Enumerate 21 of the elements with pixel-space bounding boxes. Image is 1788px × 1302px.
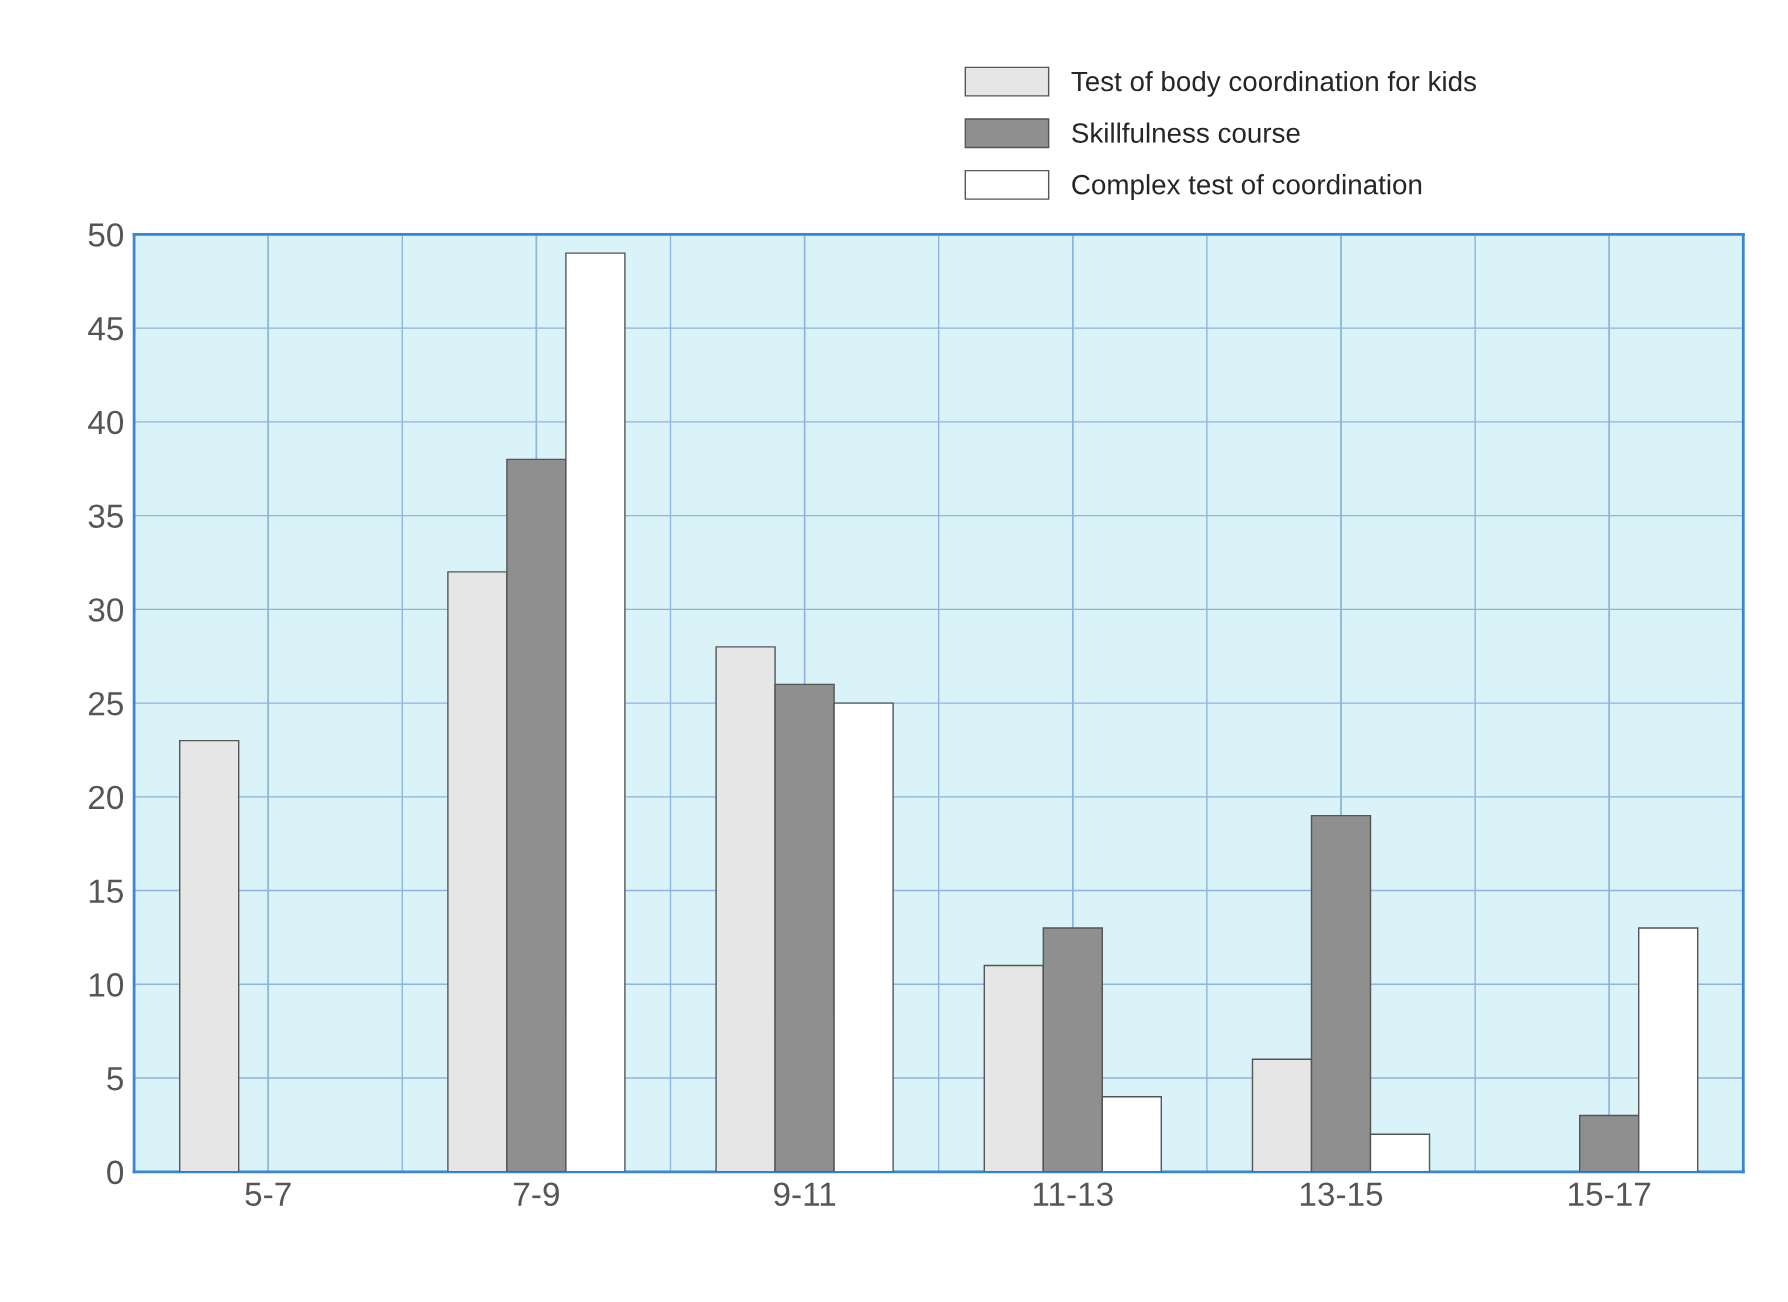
y-tick-label: 30 <box>88 598 124 622</box>
x-tick-label: 7-9 <box>514 1182 559 1207</box>
x-tick-label: 5-7 <box>245 1182 291 1207</box>
x-tick-label: 11-13 <box>1033 1182 1113 1207</box>
y-tick-label: 0 <box>107 1160 124 1185</box>
x-tick-label: 9-11 <box>774 1182 836 1207</box>
y-tick-label: 15 <box>89 879 123 903</box>
y-tick-label: 5 <box>107 1067 123 1091</box>
y-tick-label: 45 <box>88 317 123 341</box>
y-tick-label: 40 <box>88 410 124 435</box>
y-tick-label: 50 <box>88 223 124 247</box>
bar <box>178 739 240 1172</box>
legend-label: Test of body coordination for kids <box>1071 70 1476 97</box>
x-tick-label: 13-15 <box>1300 1182 1383 1207</box>
legend-label: Complex test of coordination <box>1072 174 1422 200</box>
legend-label: Skillfulness course <box>1072 122 1300 143</box>
x-tick-label: 15-17 <box>1569 1182 1651 1207</box>
y-tick-label: 25 <box>88 691 123 716</box>
y-tick-label: 20 <box>88 785 124 810</box>
y-tick-label: 35 <box>88 504 123 528</box>
y-tick-label: 10 <box>89 973 124 997</box>
